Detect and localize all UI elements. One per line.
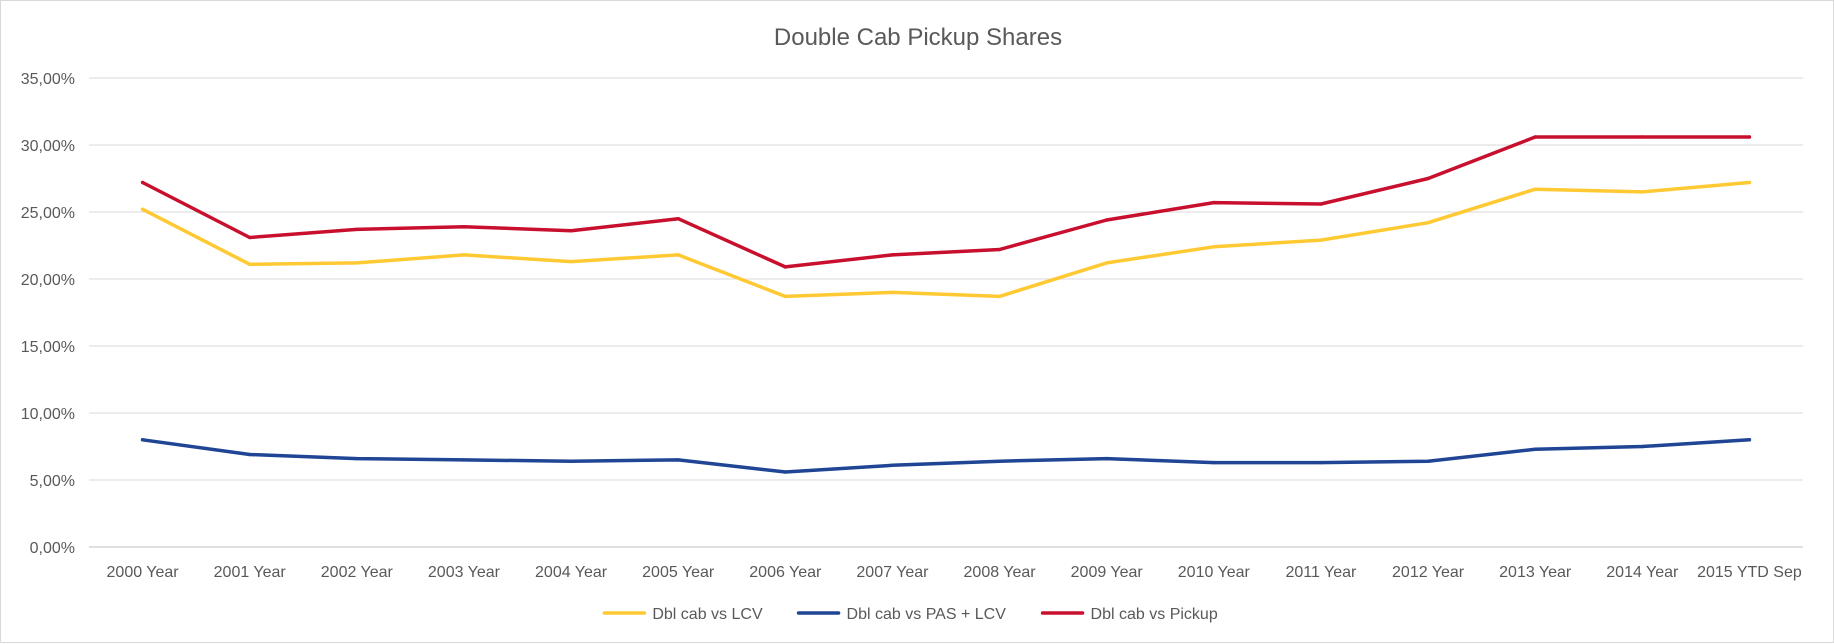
data-point	[569, 259, 573, 264]
data-point	[247, 235, 252, 240]
chart-title: Double Cab Pickup Shares	[774, 24, 1062, 51]
data-point	[676, 458, 680, 462]
data-point	[1426, 459, 1430, 463]
y-tick-label: 15,00%	[21, 339, 75, 356]
y-tick-label: 5,00%	[30, 473, 75, 490]
y-tick-label: 10,00%	[21, 406, 75, 423]
data-point	[783, 470, 788, 474]
data-point	[1747, 135, 1752, 139]
data-point	[890, 290, 895, 295]
data-point	[1104, 456, 1109, 461]
data-point	[140, 207, 145, 212]
x-tick-label: 2012 Year	[1392, 564, 1465, 581]
grid-lines	[89, 77, 1803, 548]
legend-item: Dbl cab vs Pickup	[1040, 606, 1218, 623]
data-point	[783, 265, 788, 269]
legend-label: Dbl cab vs LCV	[652, 606, 763, 623]
data-point	[1747, 438, 1752, 442]
data-point	[676, 217, 680, 221]
data-point	[1319, 238, 1323, 242]
data-point	[997, 247, 1002, 252]
series-line-2	[140, 438, 1752, 474]
data-point	[355, 456, 359, 461]
x-tick-label: 2010 Year	[1178, 564, 1251, 581]
x-tick-label: 2000 Year	[107, 564, 180, 581]
legend-item: Dbl cab vs PAS + LCV	[796, 606, 1007, 623]
data-point	[1319, 460, 1323, 465]
data-point	[140, 438, 145, 442]
x-tick-label: 2007 Year	[856, 564, 929, 581]
legend-label: Dbl cab vs PAS + LCV	[847, 606, 1007, 623]
x-tick-label: 2002 Year	[321, 564, 394, 581]
x-tick-label: 2004 Year	[535, 564, 608, 581]
data-point	[890, 463, 895, 467]
data-point	[569, 459, 573, 463]
data-point	[355, 261, 359, 265]
data-point	[569, 229, 573, 233]
data-point	[1104, 218, 1109, 222]
x-tick-label: 2006 Year	[749, 564, 822, 581]
series-lines	[140, 135, 1752, 474]
x-tick-label: 2003 Year	[428, 564, 501, 581]
y-tick-label: 35,00%	[21, 71, 75, 88]
data-point	[1426, 176, 1430, 181]
data-point	[462, 225, 466, 229]
y-axis-ticks: 0,00% 5,00% 10,00% 15,00% 20,00% 25,00% 30,00%…	[21, 71, 75, 557]
x-tick-label: 2009 Year	[1071, 564, 1144, 581]
legend-item: Dbl cab vs LCV	[602, 606, 763, 623]
y-tick-label: 25,00%	[21, 205, 75, 222]
y-tick-label: 20,00%	[21, 272, 75, 289]
data-point	[783, 294, 788, 299]
data-point	[1212, 460, 1216, 465]
data-point	[1212, 245, 1216, 249]
data-point	[997, 459, 1002, 463]
legend-label: Dbl cab vs Pickup	[1091, 606, 1218, 623]
x-tick-label: 2014 Year	[1606, 564, 1679, 581]
data-point	[462, 458, 466, 462]
data-point	[247, 262, 252, 266]
x-tick-label: 2013 Year	[1499, 564, 1572, 581]
data-point	[1640, 135, 1645, 139]
data-point	[1640, 190, 1645, 194]
x-tick-label: 2001 Year	[214, 564, 287, 581]
x-axis-ticks: 2000 Year 2001 Year 2002 Year 2003 Year 2004…	[107, 564, 1802, 581]
data-point	[1533, 187, 1537, 191]
x-tick-label: 2005 Year	[642, 564, 715, 581]
data-point	[140, 180, 145, 185]
x-tick-label: 2011 Year	[1285, 564, 1357, 581]
data-point	[1533, 447, 1537, 451]
series-line-3	[140, 135, 1752, 269]
data-point	[1533, 135, 1537, 139]
data-point	[676, 253, 680, 257]
data-point	[247, 452, 252, 457]
x-tick-label: 2008 Year	[964, 564, 1037, 581]
data-point	[1426, 221, 1430, 225]
series-line-1	[140, 180, 1752, 299]
data-point	[890, 253, 895, 257]
data-point	[1319, 202, 1323, 206]
data-point	[1747, 180, 1752, 185]
legend: Dbl cab vs LCV Dbl cab vs PAS + LCV Dbl ca…	[602, 606, 1218, 623]
y-tick-label: 30,00%	[21, 138, 75, 155]
y-tick-label: 0,00%	[30, 540, 75, 557]
data-point	[1104, 261, 1109, 265]
data-point	[997, 294, 1002, 299]
data-point	[355, 227, 359, 232]
data-point	[462, 253, 466, 257]
x-tick-label: 2015 YTD Sep	[1697, 564, 1802, 581]
data-point	[1640, 444, 1645, 449]
data-point	[1212, 200, 1216, 205]
